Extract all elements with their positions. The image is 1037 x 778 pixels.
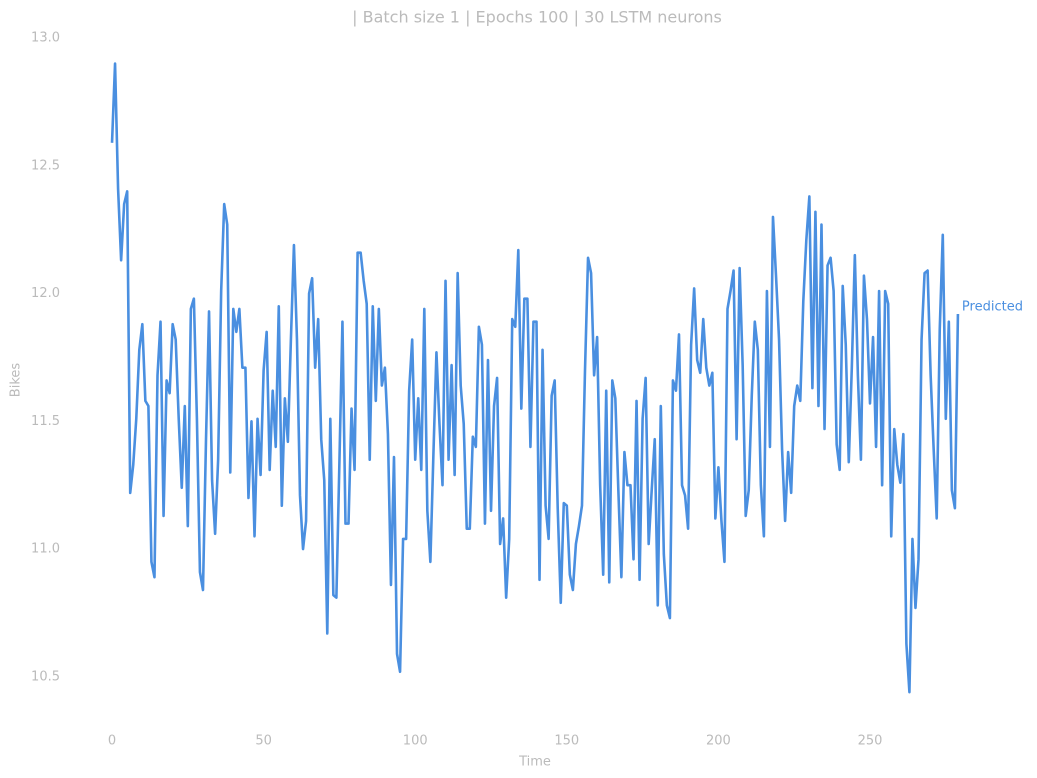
x-tick-label: 0 (108, 734, 116, 749)
y-tick-label: 10.5 (31, 669, 60, 684)
series-line (110, 62, 960, 694)
y-tick-label: 13.0 (31, 31, 60, 46)
chart-title: | Batch size 1 | Epochs 100 | 30 LSTM ne… (352, 8, 722, 27)
x-tick-label: 200 (706, 734, 731, 749)
y-tick-label: 11.5 (31, 414, 60, 429)
y-tick-label: 12.5 (31, 158, 60, 173)
x-axis-label: Time (518, 755, 551, 770)
y-tick-label: 11.0 (31, 542, 60, 557)
y-tick-label: 12.0 (31, 286, 60, 301)
y-axis-label: Bikes (9, 363, 24, 398)
x-tick-label: 150 (554, 734, 579, 749)
x-tick-label: 100 (403, 734, 428, 749)
x-tick-label: 250 (858, 734, 883, 749)
x-tick-label: 50 (255, 734, 272, 749)
series-label: Predicted (962, 300, 1023, 315)
